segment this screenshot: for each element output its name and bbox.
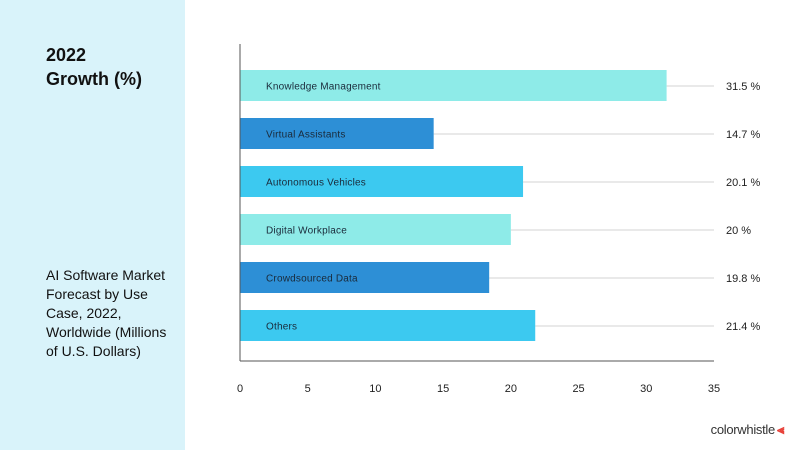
bar-label: Digital Workplace [266,226,347,237]
value-label: 31.5 % [726,81,760,93]
whistle-icon: ⫷ [776,422,784,437]
x-tick-label: 15 [437,383,449,395]
bar-virtual-assistants [240,118,434,149]
x-tick-label: 0 [237,383,243,395]
tick-labels: 0 5 10 15 20 25 30 35 [237,383,720,395]
bar-others [240,310,536,341]
side-panel: 2022 Growth (%) AI Software Market Forec… [0,0,185,450]
leader-lines [433,85,714,327]
bar-label: Knowledge Management [266,82,381,93]
panel-title-metric: Growth (%) [46,69,142,89]
value-label: 20 % [726,225,751,237]
panel-title: 2022 Growth (%) [46,43,176,91]
bar-crowdsourced-data [240,262,490,293]
panel-title-year: 2022 [46,45,87,65]
bar-autonomous-vehicles [240,166,524,197]
panel-description: AI Software Market Forecast by Use Case,… [46,267,167,359]
x-tick-label: 25 [572,383,584,395]
bar-knowledge-management [240,70,667,101]
x-tick-label: 10 [369,383,381,395]
bar-label: Others [266,322,297,333]
x-tick-label: 20 [505,383,517,395]
x-tick-label: 35 [708,383,720,395]
bar-label: Virtual Assistants [266,130,346,141]
value-label: 20.1 % [726,177,760,189]
value-label: 14.7 % [726,129,760,141]
bar-label: Autonomous Vehicles [266,178,366,189]
value-label: 19.8 % [726,273,760,285]
brand-logo: colorwhistle ⫷ [710,422,785,438]
axes [239,44,714,362]
bar-label: Crowdsourced Data [266,274,358,285]
x-tick-label: 30 [640,383,652,395]
x-tick-label: 5 [305,383,311,395]
brand-name: colorwhistle [710,422,776,437]
value-label: 21.4 % [726,321,760,333]
bar-digital-workplace [240,214,511,245]
bars: Knowledge Management 31.5 % Virtual Assist… [240,70,760,341]
